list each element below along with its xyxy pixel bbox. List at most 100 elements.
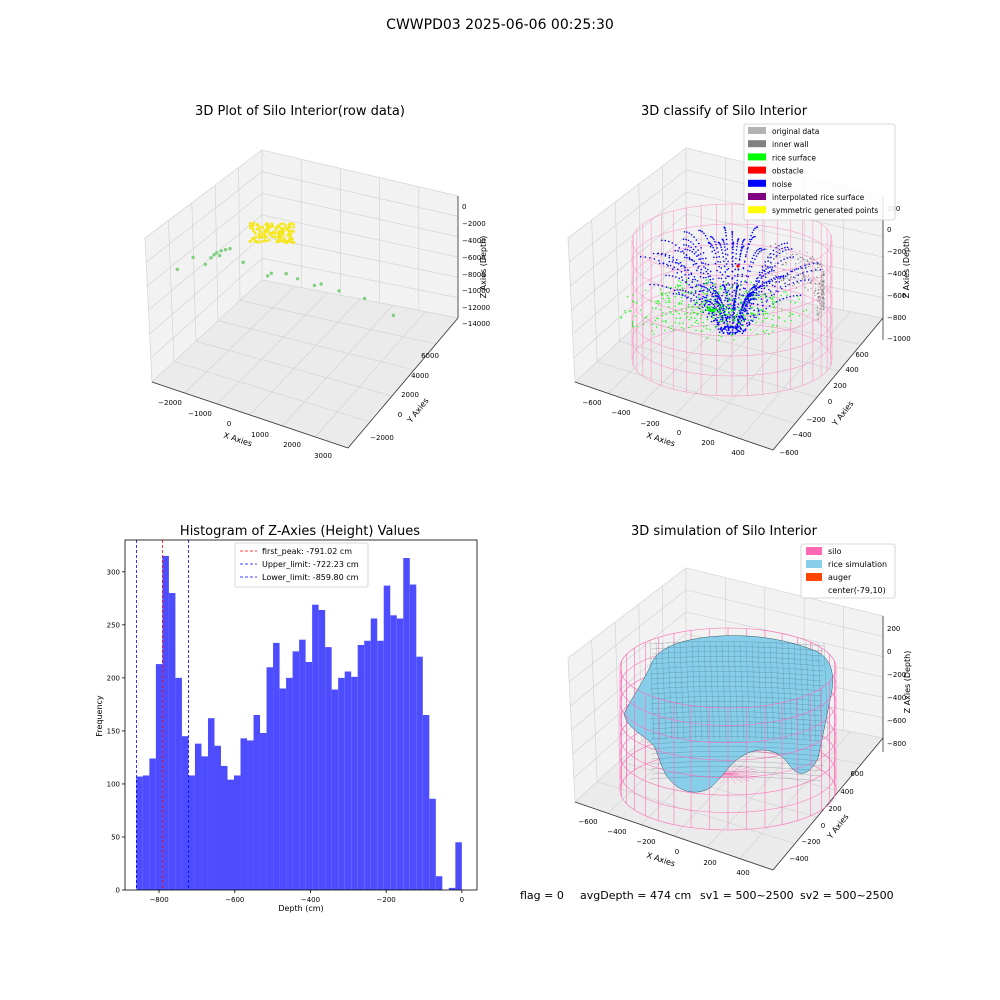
wall-point [769, 246, 771, 248]
p1-ztick: −12000 [462, 304, 490, 312]
noise-point [759, 274, 761, 277]
noise-point [797, 268, 800, 270]
rice-mesh-line [649, 641, 825, 647]
p4-xtick: 0 [675, 848, 679, 856]
noise-point [743, 299, 746, 301]
noise-point [717, 328, 720, 331]
noise-point [750, 238, 753, 241]
raw-cluster-point [285, 241, 289, 245]
rice-surface-point [650, 300, 652, 302]
noise-point [803, 279, 806, 281]
wall-point [818, 264, 821, 266]
noise-point [707, 303, 710, 306]
rice-surface-point [742, 325, 744, 327]
noise-point [764, 270, 766, 273]
noise-point [693, 299, 695, 302]
noise-point [677, 291, 680, 294]
histogram-bar [377, 640, 384, 890]
raw-outlier-point [219, 249, 223, 253]
rice-surface-point [719, 310, 721, 313]
noise-point [681, 279, 684, 281]
histogram-bar [162, 555, 169, 890]
noise-point [678, 247, 681, 249]
histogram-bar [175, 677, 182, 890]
p1-xtick: 0 [227, 420, 231, 428]
rice-surface-point [699, 310, 702, 313]
rice-mesh-line [745, 641, 751, 741]
noise-point [742, 318, 744, 320]
footer-flag: flag = 0 [520, 889, 564, 902]
p2-y-label: Y Axies [830, 399, 856, 428]
rice-surface-point [699, 317, 702, 320]
rice-surface-point [653, 333, 655, 335]
histogram-bar [331, 689, 339, 890]
rice-surface-point [680, 284, 682, 287]
p2-ytick: 400 [845, 366, 858, 374]
noise-point [690, 300, 692, 302]
rice-surface-point [790, 319, 792, 322]
noise-point [698, 293, 700, 296]
noise-point [755, 250, 758, 252]
noise-point [709, 291, 712, 293]
raw-cluster-point [292, 230, 296, 233]
noise-point [708, 312, 710, 314]
histogram-bar [286, 677, 293, 890]
noise-point [695, 239, 698, 241]
rice-surface-point [636, 325, 638, 328]
noise-point [688, 232, 691, 234]
rice-surface-point [709, 313, 711, 316]
noise-point [703, 266, 705, 268]
rice-surface-point [676, 288, 679, 290]
rice-surface-point [696, 299, 698, 302]
wall-point [821, 268, 824, 271]
noise-point [653, 258, 656, 260]
noise-point [763, 282, 766, 284]
rice-surface-point [728, 310, 730, 313]
noise-point [729, 316, 731, 319]
histogram-ytick-label: 300 [107, 568, 120, 576]
noise-point [747, 270, 749, 272]
p2-legend-label: rice surface [772, 153, 816, 162]
noise-point [768, 288, 770, 291]
rice-mesh-line [651, 756, 822, 762]
noise-point [686, 231, 688, 233]
rice-surface-point [655, 326, 658, 328]
wall-point [786, 253, 788, 255]
wall-point [823, 293, 825, 296]
raw-cluster-point [256, 223, 259, 226]
wall-point [781, 276, 783, 278]
rice-surface-point [680, 281, 682, 284]
p2-ytick: 200 [833, 382, 846, 390]
raw-cluster-point [263, 235, 267, 239]
rice-mesh-line [661, 641, 667, 741]
wall-point [810, 282, 812, 284]
rice-surface-point [632, 320, 634, 323]
rice-surface-point [753, 284, 755, 287]
wall-point [776, 278, 779, 281]
raw-cluster-point [282, 236, 286, 240]
noise-point [744, 255, 747, 258]
rice-surface-point [685, 316, 688, 318]
noise-point [744, 329, 746, 331]
wall-point [817, 266, 819, 269]
noise-point [649, 283, 651, 286]
noise-point [693, 275, 696, 278]
noise-point [699, 275, 702, 278]
rice-surface-point [733, 339, 735, 341]
rice-surface-point [705, 279, 707, 281]
noise-point [707, 275, 710, 278]
p4-legend-label: center(-79,10) [828, 586, 886, 595]
histogram-bar [403, 558, 410, 890]
noise-point [652, 252, 655, 255]
wall-point [801, 278, 804, 280]
wall-point [800, 267, 802, 270]
wall-point [817, 300, 819, 302]
noise-point [668, 260, 671, 263]
rice-mesh-line [769, 641, 775, 741]
rice-surface-point [632, 300, 634, 302]
noise-point [712, 303, 715, 306]
wall-point [786, 275, 789, 277]
noise-point [702, 295, 704, 298]
noise-point [707, 300, 709, 302]
